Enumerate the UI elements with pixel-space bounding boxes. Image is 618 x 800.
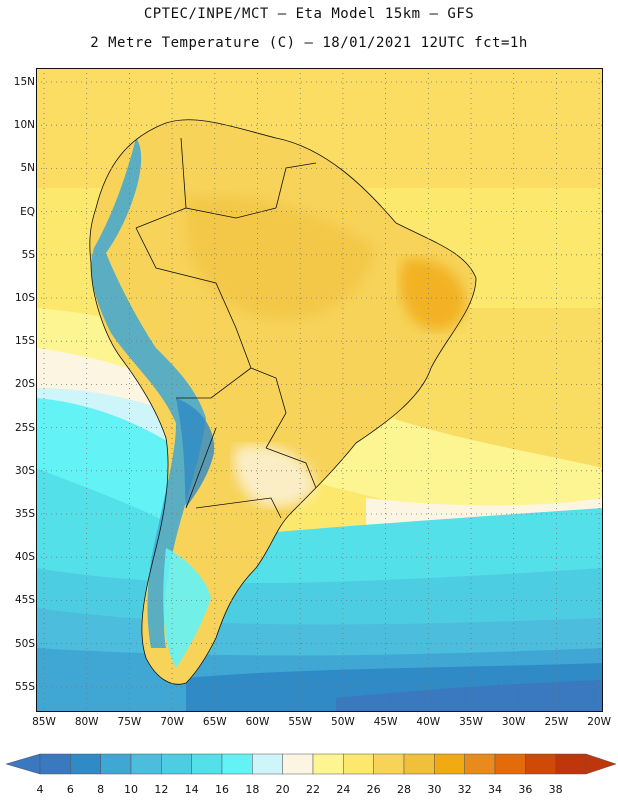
colorbar-cell	[100, 753, 132, 775]
colorbar-tick-label: 18	[245, 783, 260, 796]
lon-label: 50W	[331, 716, 355, 728]
lat-label: 10S	[14, 292, 35, 304]
colorbar-cell	[343, 753, 374, 775]
colorbar-cell	[373, 753, 405, 775]
lon-label: 65W	[202, 716, 227, 728]
band-4	[336, 680, 603, 712]
lon-label: 85W	[32, 716, 56, 728]
lat-label: 40S	[14, 551, 35, 564]
colorbar-tick-label: 10	[124, 783, 138, 796]
lon-label: 75W	[117, 716, 142, 728]
title-line-2: 2 Metre Temperature (C) – 18/01/2021 12U…	[90, 35, 528, 51]
colorbar-tick-label: 32	[457, 783, 472, 796]
colorbar-tick-label: 34	[488, 783, 502, 796]
colorbar-cell	[434, 753, 465, 775]
colorbar-cell	[130, 753, 162, 775]
map-frame	[36, 68, 603, 712]
lon-label: 25W	[544, 716, 569, 728]
lon-label: 60W	[245, 716, 270, 728]
colorbar-tick-label: 6	[66, 783, 74, 796]
colorbar-tick-label: 12	[154, 783, 169, 796]
colorbar-tick-label: 24	[336, 783, 351, 796]
andes-core	[176, 398, 215, 508]
lat-label: 15N	[13, 76, 35, 88]
colorbar-left-arrow	[5, 753, 41, 775]
colorbar-tick-label: 4	[36, 783, 44, 796]
lat-label: 30S	[14, 464, 35, 477]
country-borders	[89, 119, 477, 685]
lat-label: 50S	[14, 637, 35, 650]
lon-label: 70W	[160, 716, 184, 728]
lon-label: 30W	[501, 716, 526, 728]
colorbar-cell	[403, 753, 435, 775]
temperature-map	[36, 68, 603, 712]
title-line-1: CPTEC/INPE/MCT – Eta Model 15km – GFS	[143, 6, 475, 22]
lon-label: 45W	[373, 716, 398, 728]
colorbar-tick-label: 30	[427, 783, 442, 796]
colorbar-cell	[525, 753, 556, 775]
northeast-hot	[399, 258, 466, 331]
lat-label: 15S	[14, 335, 35, 348]
colorbar-cell	[312, 753, 344, 775]
lat-label: 5N	[20, 162, 35, 175]
lon-label: 20W	[587, 716, 611, 728]
lon-label: 80W	[74, 716, 99, 728]
lat-label: 45S	[14, 594, 35, 607]
colorbar-tick-label: 22	[306, 783, 320, 796]
colorbar-tick-label: 28	[397, 783, 411, 796]
colorbar-cell	[39, 753, 71, 775]
colorbar-cell	[221, 753, 253, 775]
colorbar-tick-label: 16	[215, 783, 229, 796]
south-cool	[234, 445, 316, 507]
lat-label: 35S	[14, 508, 35, 520]
patagonia-cool	[163, 548, 211, 668]
andes-cold	[91, 138, 206, 648]
lon-label: 55W	[288, 716, 313, 728]
colorbar-cell	[555, 753, 587, 775]
colorbar-tick-label: 38	[548, 783, 563, 796]
colorbar-cell	[464, 753, 496, 775]
lat-label: 20S	[14, 378, 35, 391]
colorbar-right-arrow	[585, 753, 617, 775]
colorbar-cell	[161, 753, 192, 775]
colorbar-cell	[252, 753, 283, 775]
colorbar-tick-label: 8	[97, 783, 105, 796]
lat-label: 10N	[13, 119, 35, 132]
colorbar-cell	[494, 753, 526, 775]
lon-label: 35W	[459, 716, 483, 728]
colorbar-cell	[282, 753, 314, 775]
colorbar-tick-label: 36	[518, 783, 533, 796]
lat-label: 5S	[21, 248, 35, 261]
lat-label: 25S	[14, 421, 35, 434]
lon-label: 40W	[416, 716, 441, 728]
amazon-warm	[184, 196, 376, 320]
colorbar-tick-label: 20	[275, 783, 290, 796]
colorbar-cell	[191, 753, 223, 775]
lat-label: 55S	[14, 680, 35, 693]
lat-label: EQ	[20, 205, 35, 218]
colorbar-cell	[70, 753, 101, 775]
colorbar-tick-label: 26	[366, 783, 381, 796]
colorbar	[5, 753, 617, 775]
colorbar-tick-label: 14	[184, 783, 199, 796]
